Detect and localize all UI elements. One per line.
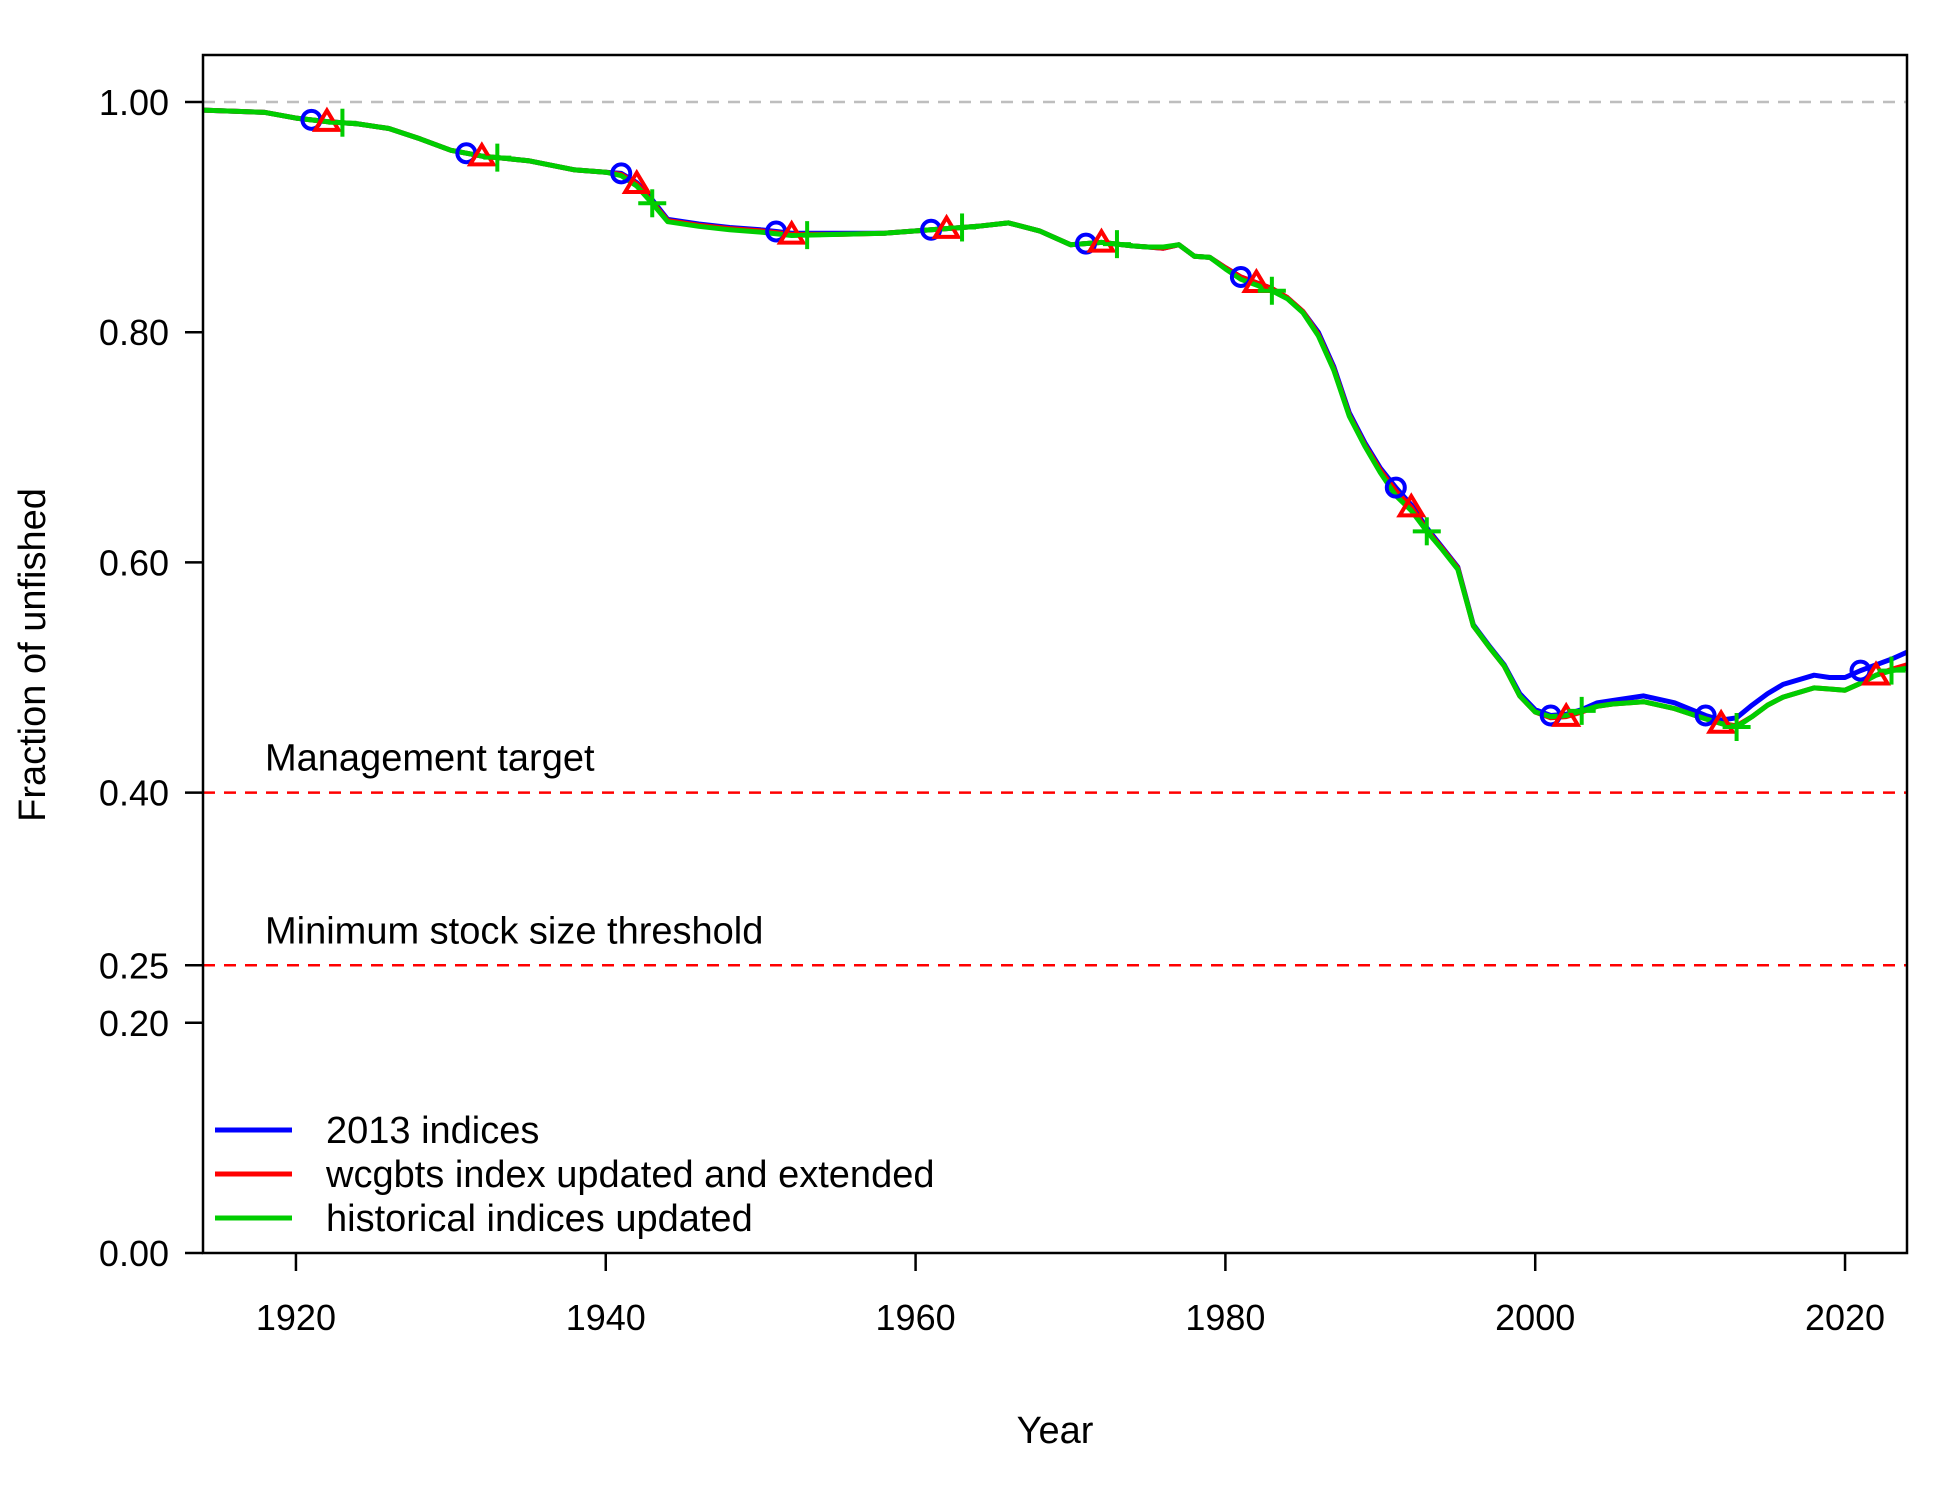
data-point-triangle [466,141,497,167]
y-tick-label: 0.25 [99,945,169,986]
data-point-circle [610,162,633,185]
data-point-triangle [1551,701,1582,727]
plot-frame [201,53,1909,1255]
data-point-plus [328,108,357,137]
data-point-triangle [621,168,652,194]
x-tick-label: 2000 [1495,1297,1575,1338]
legend-label: 2013 indices [326,1110,539,1152]
data-point-circle [1849,659,1872,682]
y-tick-label: 0.60 [99,542,169,583]
y-tick-label: 0.40 [99,773,169,814]
data-point-plus [1877,656,1906,685]
x-tick-label: 1960 [876,1297,956,1338]
reference-labels: Management target Minimum stock size thre… [265,738,763,953]
data-point-plus [638,189,667,218]
data-point-circle [1229,265,1252,288]
data-point-plus [1722,712,1751,741]
legend-label: wcgbts index updated and extended [325,1154,934,1196]
data-point-triangle [311,106,343,132]
x-axis-title: Year [1017,1410,1094,1452]
data-point-triangle [776,219,807,245]
y-tick-label: 0.80 [99,312,169,353]
x-tick-label: 1980 [1185,1297,1265,1338]
data-point-circle [1694,704,1717,727]
data-point-triangle [1706,708,1737,734]
data-point-plus [1102,230,1131,259]
y-axis: 0.00 0.20 0.25 0.40 0.60 0.80 1.00 [99,82,203,1274]
data-point-plus [793,221,822,250]
data-point-plus [483,143,512,172]
data-point-plus [1567,696,1596,725]
data-point-triangle [1086,227,1117,253]
series-markers [300,106,1906,741]
y-axis-title: Fraction of unfished [12,488,54,822]
data-point-circle [1384,476,1407,499]
reference-line-label: Minimum stock size threshold [265,910,763,952]
data-point-plus [1257,276,1286,305]
data-point-triangle [1396,492,1427,518]
y-tick-label: 0.00 [99,1233,169,1274]
y-tick-label: 0.20 [99,1003,169,1044]
reference-line-label: Management target [265,738,595,780]
x-tick-label: 1920 [256,1297,336,1338]
x-axis: 1920 1940 1960 1980 2000 2020 [256,1253,1885,1338]
data-point-plus [1412,517,1441,546]
data-point-triangle [1241,267,1272,293]
data-point-plus [948,213,977,242]
y-tick-label: 1.00 [99,82,169,123]
legend-label: historical indices updated [326,1198,753,1240]
data-point-triangle [1860,660,1892,686]
x-tick-label: 2020 [1805,1297,1885,1338]
reference-lines [203,100,1907,967]
x-tick-label: 1940 [566,1297,646,1338]
